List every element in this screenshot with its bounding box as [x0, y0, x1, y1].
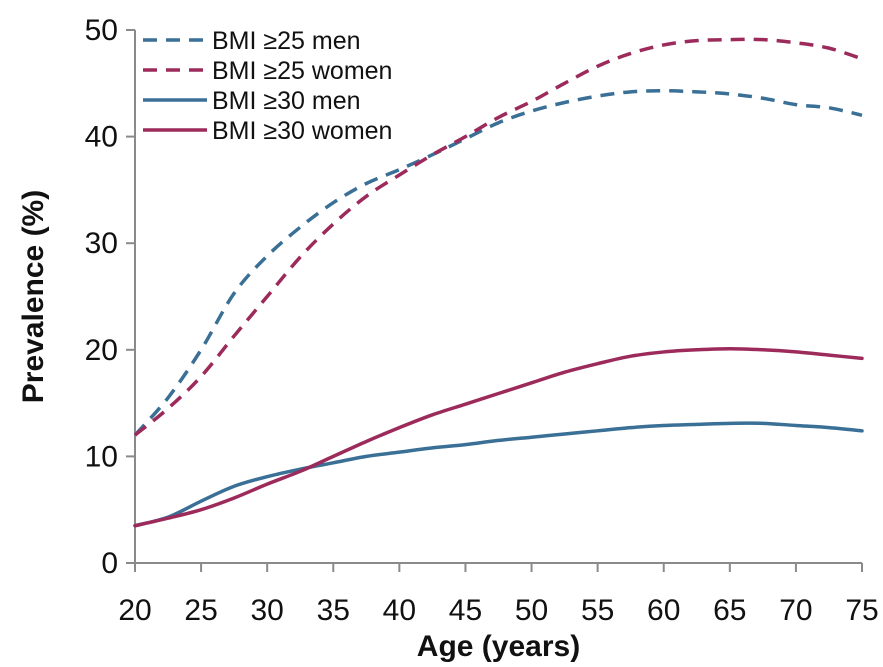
x-tick-label: 30 — [250, 594, 283, 627]
y-tick-label: 50 — [85, 14, 118, 47]
x-axis-title: Age (years) — [417, 630, 580, 663]
x-tick-label: 55 — [581, 594, 614, 627]
y-tick-label: 40 — [85, 121, 118, 154]
x-tick-label: 25 — [184, 594, 217, 627]
legend-item-bmi-gte-30-women: BMI ≥30 women — [143, 117, 392, 145]
y-tick-label: 10 — [85, 440, 118, 473]
series-line-bmi-gte-30-women — [133, 346, 864, 528]
legend-label: BMI ≥25 women — [212, 57, 392, 85]
series-line-bmi-gte-30-men — [133, 421, 864, 528]
x-tick-label: 50 — [515, 594, 548, 627]
legend-item-bmi-gte-25-men: BMI ≥25 men — [143, 27, 361, 55]
x-tick-label: 35 — [317, 594, 350, 627]
x-tick-label: 65 — [713, 594, 746, 627]
series-line-bmi-gte-25-women — [133, 37, 863, 437]
x-tick-label: 45 — [449, 594, 482, 627]
x-tick-label: 20 — [118, 594, 151, 627]
y-tick-label: 20 — [85, 334, 118, 367]
y-tick-label: 0 — [101, 547, 118, 580]
series-line-bmi-gte-25-men — [133, 89, 863, 437]
legend-label: BMI ≥30 men — [212, 87, 361, 115]
x-tick-label: 70 — [779, 594, 812, 627]
x-tick-label: 40 — [383, 594, 416, 627]
y-tick-label: 30 — [85, 227, 118, 260]
legend-item-bmi-gte-25-women: BMI ≥25 women — [143, 57, 392, 85]
y-axis-title: Prevalence (%) — [17, 190, 50, 403]
series-layer — [133, 37, 864, 528]
x-tick-label: 60 — [647, 594, 680, 627]
legend-label: BMI ≥25 men — [212, 27, 361, 55]
legend-item-bmi-gte-30-men: BMI ≥30 men — [143, 87, 361, 115]
legend-label: BMI ≥30 women — [212, 117, 392, 145]
x-tick-label: 75 — [845, 594, 878, 627]
axes: 0 10 20 30 40 50 20 25 30 35 40 45 50 55 60 65 70 75 — [85, 14, 879, 627]
